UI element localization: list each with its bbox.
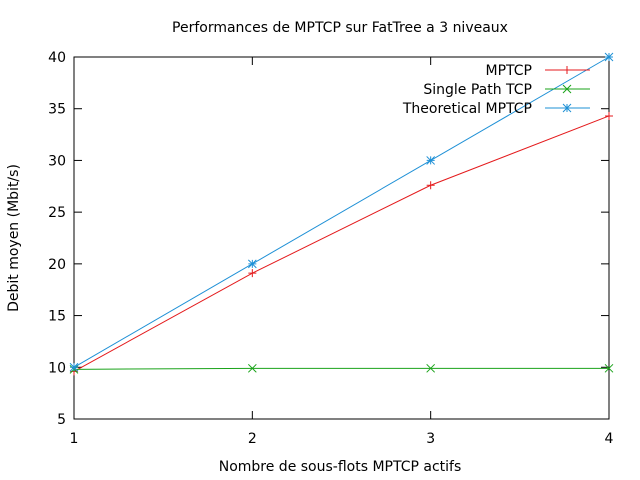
legend-label: Single Path TCP [423,82,532,98]
data-point-theoretical-mptcp [247,259,257,269]
legend: MPTCP Single Path TCP Theoretical MPTCP [402,63,590,117]
data-point-single-path-tcp [604,363,614,373]
data-point-theoretical-mptcp [426,156,436,165]
x-axis-label: Nombre de sous-flots MPTCP actifs [219,459,462,475]
data-point-mptcp [248,269,257,278]
data-point-theoretical-mptcp [604,52,614,62]
data-point-single-path-tcp [426,363,436,373]
series-line-mptcp [73,115,610,372]
data-point-mptcp [605,111,613,120]
y-tick-label: 30 [48,153,66,169]
data-point-mptcp [426,181,435,190]
legend-marker-mptcp [563,66,571,74]
y-tick-label: 10 [48,360,66,376]
series-single-path-tcp [69,363,614,374]
y-tick-label: 20 [48,257,66,273]
y-tick-label: 15 [48,309,66,325]
series-line-single-path-tcp [73,367,609,370]
x-tick-label: 3 [426,431,435,447]
x-tick-label: 4 [605,431,614,447]
y-tick-label: 25 [48,205,66,221]
legend-label: Theoretical MPTCP [402,101,532,117]
legend-marker-single-path-tcp [562,84,572,94]
plot-frame [73,56,610,420]
y-tick-label: 5 [57,412,66,428]
x-tick-label: 2 [248,431,257,447]
y-tick-label: 40 [48,50,66,66]
x-tick-label: 1 [70,431,79,447]
data-point-theoretical-mptcp [69,362,79,372]
series-theoretical-mptcp [69,52,614,372]
chart-title: Performances de MPTCP sur FatTree a 3 ni… [172,20,508,36]
series-layer [69,52,614,376]
series-line-theoretical-mptcp [73,56,610,368]
legend-label: MPTCP [486,63,532,79]
y-tick-label: 35 [48,102,66,118]
series-mptcp [70,111,613,376]
axis-ticks: 5 10 15 20 25 30 35 40 1 2 3 4 [48,50,613,447]
legend-marker-theoretical-mptcp [562,103,572,113]
y-axis-label: Debit moyen (Mbit/s) [6,164,22,312]
data-point-single-path-tcp [247,363,257,373]
